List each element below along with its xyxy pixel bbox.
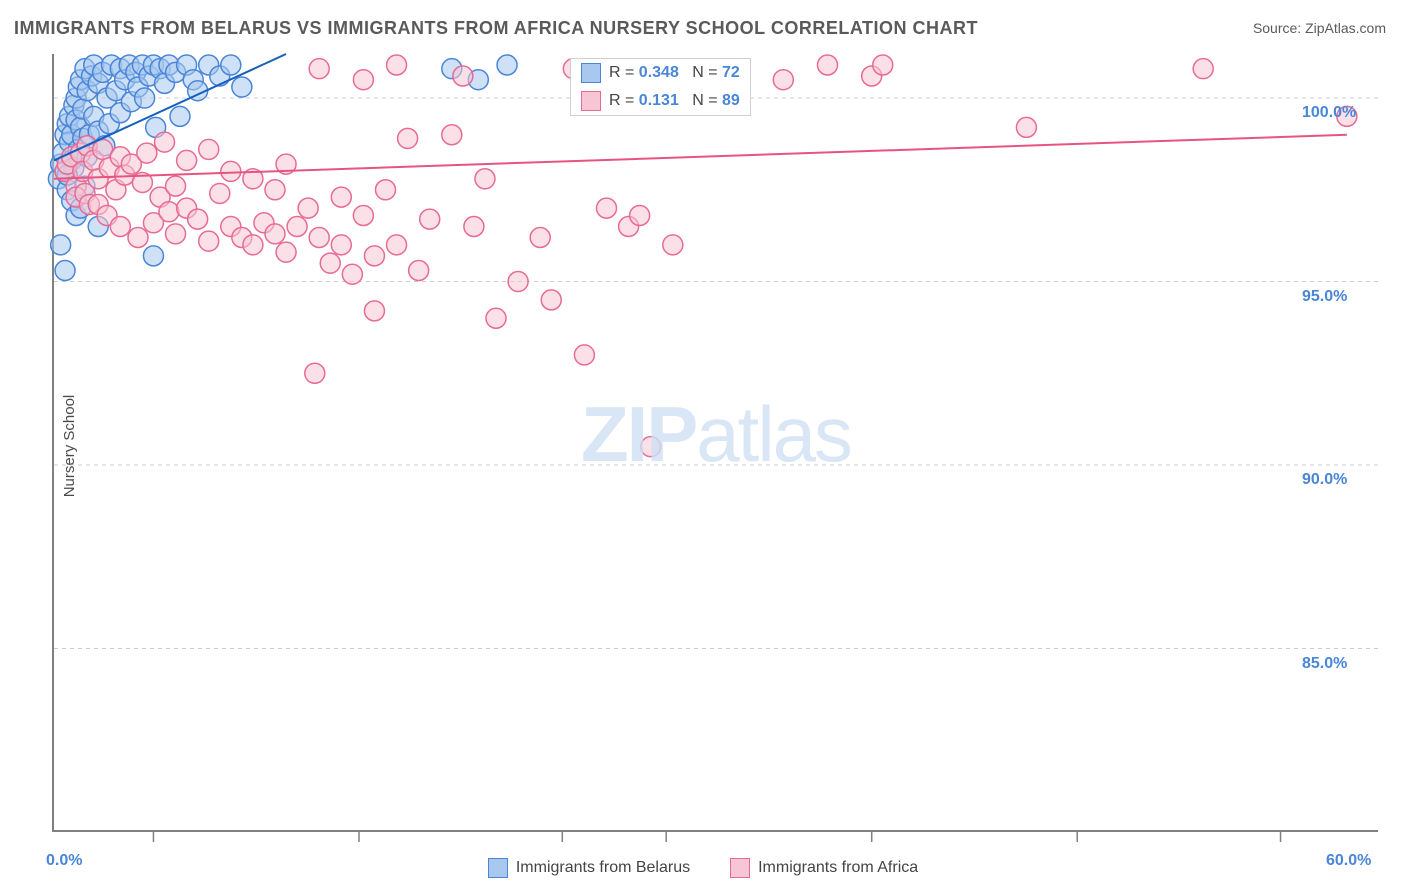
swatch-icon [581, 91, 601, 111]
swatch-icon [488, 858, 508, 878]
legend-item-belarus: Immigrants from Belarus [488, 858, 690, 878]
ytick-label: 85.0% [1302, 655, 1347, 673]
legend-label: Immigrants from Belarus [516, 859, 690, 877]
plot-area: ZIPatlas R = 0.348 N = 72R = 0.131 N = 8… [52, 54, 1378, 832]
swatch-icon [730, 858, 750, 878]
legend-row-belarus: R = 0.348 N = 72 [571, 59, 750, 87]
ytick-label: 95.0% [1302, 288, 1347, 306]
chart-title: IMMIGRANTS FROM BELARUS VS IMMIGRANTS FR… [14, 18, 978, 39]
swatch-icon [581, 63, 601, 83]
ytick-label: 100.0% [1302, 104, 1356, 122]
legend-item-africa: Immigrants from Africa [730, 858, 918, 878]
legend-label: Immigrants from Africa [758, 859, 918, 877]
correlation-legend: R = 0.348 N = 72R = 0.131 N = 89 [570, 58, 751, 116]
source-label: Source: ZipAtlas.com [1253, 20, 1386, 36]
ytick-label: 90.0% [1302, 471, 1347, 489]
legend-row-africa: R = 0.131 N = 89 [571, 87, 750, 115]
plot-svg [54, 54, 1378, 830]
chart-container: IMMIGRANTS FROM BELARUS VS IMMIGRANTS FR… [0, 0, 1406, 892]
series-legend: Immigrants from Belarus Immigrants from A… [0, 858, 1406, 878]
